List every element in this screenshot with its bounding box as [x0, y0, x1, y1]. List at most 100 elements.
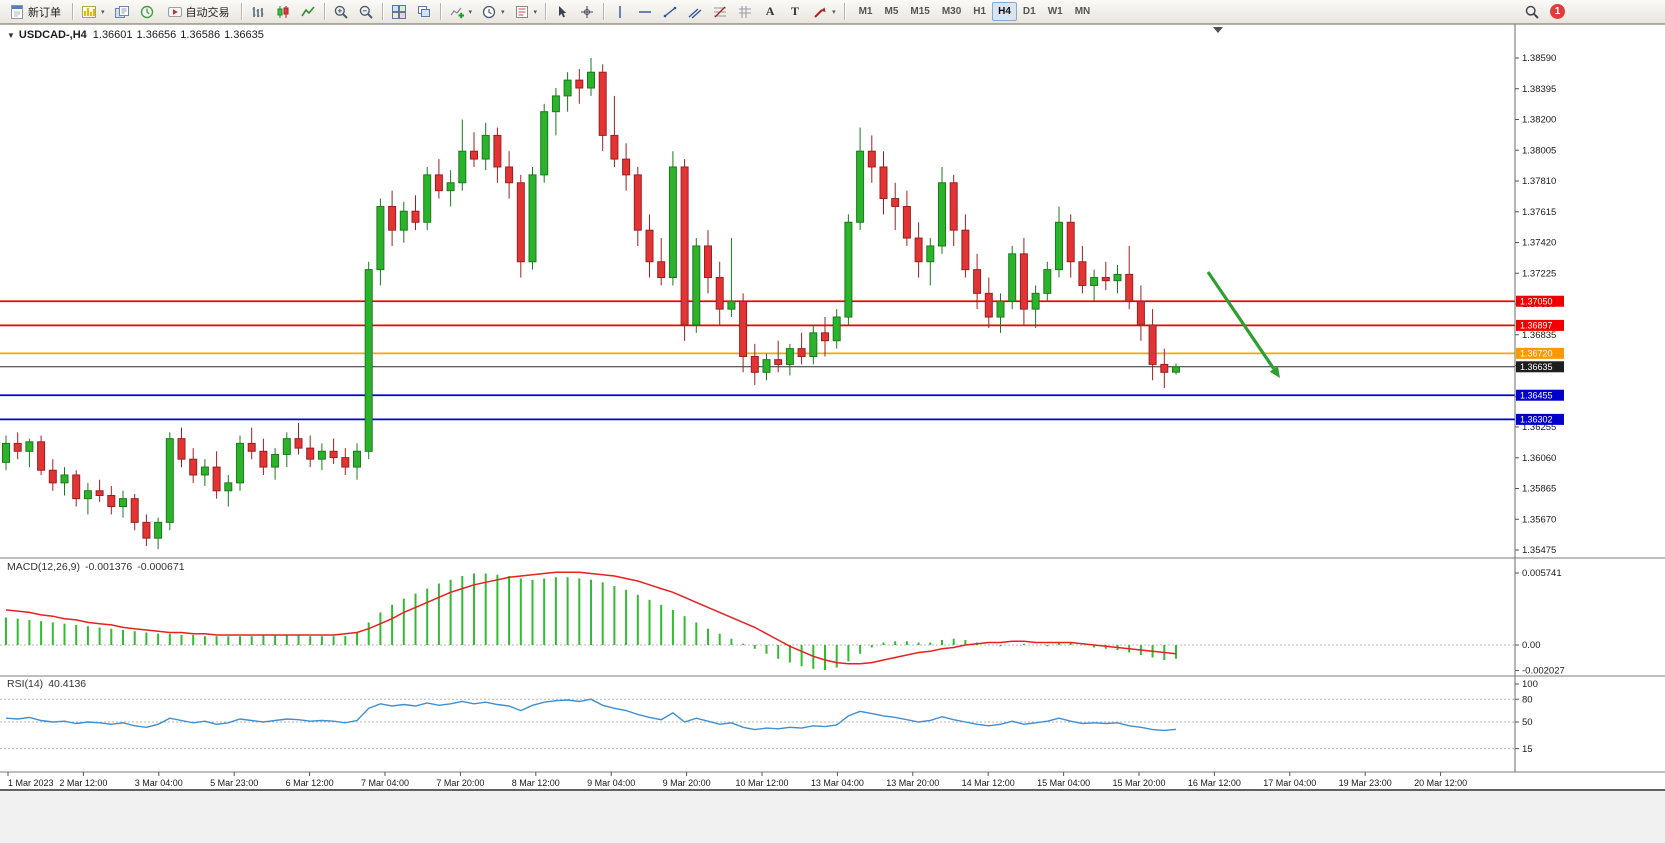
chart-canvas[interactable]: 1.38590 1.38395 1.38200 1.38005 1.37810 1.376…	[0, 24, 1665, 843]
candlestick-mode-button[interactable]	[271, 1, 295, 22]
market-watch-icon	[140, 5, 153, 18]
timeframe-m1-button[interactable]: M1	[858, 6, 873, 17]
templates-button[interactable]: ▾	[510, 1, 542, 22]
svg-text:5 Mar 23:00: 5 Mar 23:00	[210, 778, 258, 788]
fibonacci-tool-button[interactable]	[708, 1, 732, 22]
svg-text:7 Mar 20:00: 7 Mar 20:00	[436, 778, 484, 788]
ohlc-open: 1.36601	[92, 29, 133, 41]
macd-axis[interactable]: 0.005741 0.00 -0.002027	[1515, 568, 1565, 677]
new-order-icon	[11, 4, 23, 19]
timeframe-m15-button[interactable]: M15	[910, 6, 930, 17]
cascade-windows-icon	[417, 5, 430, 17]
chart-title: ▼ USDCAD-,H4 1.36601 1.36656 1.36586 1.36635	[7, 29, 268, 41]
svg-text:1.38200: 1.38200	[1522, 115, 1556, 126]
timeframe-mn-button[interactable]: MN	[1074, 6, 1091, 17]
market-watch-button[interactable]	[135, 1, 159, 22]
channel-tool-button[interactable]	[683, 1, 707, 22]
svg-text:1.37810: 1.37810	[1522, 176, 1556, 187]
autotrading-button[interactable]: 自动交易	[160, 1, 237, 22]
svg-text:15: 15	[1522, 744, 1533, 755]
new-order-label: 新订单	[28, 6, 61, 19]
zoom-out-button[interactable]	[354, 1, 378, 22]
toolbar-right-group: 1	[1524, 4, 1565, 20]
notification-badge[interactable]: 1	[1550, 4, 1565, 19]
horizontal-line-icon	[639, 10, 652, 13]
timeframe-m30-button[interactable]: M30	[941, 6, 962, 17]
bar-chart-mode-button[interactable]	[246, 1, 270, 22]
svg-text:9 Mar 20:00: 9 Mar 20:00	[663, 778, 711, 788]
new-chart-button[interactable]: ▾	[77, 1, 109, 22]
cursor-icon	[559, 5, 567, 17]
svg-text:1.38005: 1.38005	[1522, 145, 1556, 156]
timeframe-h1-button[interactable]: H1	[973, 6, 987, 17]
horizontal-line-tool-button[interactable]	[633, 1, 657, 22]
svg-text:1.35475: 1.35475	[1522, 545, 1556, 556]
trendline-tool-button[interactable]	[658, 1, 682, 22]
svg-text:50: 50	[1522, 717, 1533, 728]
macd-indicator-label: MACD(12,26,9) -0.001376 -0.000671	[7, 561, 190, 573]
vertical-line-tool-button[interactable]	[608, 1, 632, 22]
cursor-button[interactable]	[550, 1, 574, 22]
trendline-icon	[663, 6, 677, 17]
text-label-tool-button[interactable]: T	[783, 1, 807, 22]
svg-text:1.37420: 1.37420	[1522, 238, 1556, 249]
cascade-windows-button[interactable]	[412, 1, 436, 22]
timeframe-h4-button[interactable]: H4	[992, 2, 1017, 21]
periods-button[interactable]: ▾	[477, 1, 509, 22]
text-tool-button[interactable]: A	[758, 1, 782, 22]
channel-icon	[688, 8, 702, 18]
svg-text:2 Mar 12:00: 2 Mar 12:00	[59, 778, 107, 788]
svg-text:16 Mar 12:00: 16 Mar 12:00	[1188, 778, 1241, 788]
chart-menu-icon[interactable]: ▼	[7, 31, 15, 40]
macd-value-signal: -0.000671	[137, 561, 185, 573]
svg-text:1.36897: 1.36897	[1520, 321, 1553, 331]
timeframe-m5-button[interactable]: M5	[884, 6, 899, 17]
svg-text:100: 100	[1522, 679, 1538, 690]
indicators-icon	[450, 7, 464, 18]
svg-text:1.36635: 1.36635	[1520, 362, 1553, 372]
tile-windows-button[interactable]	[387, 1, 411, 22]
profiles-button[interactable]	[110, 1, 134, 22]
tile-windows-icon	[391, 4, 406, 19]
symbol-timeframe-label: USDCAD-,H4	[18, 29, 87, 41]
toolbar-separator	[240, 3, 242, 20]
clock-icon	[482, 5, 496, 18]
rsi-layer	[5, 698, 1177, 732]
autotrading-icon	[167, 6, 182, 17]
search-icon[interactable]	[1524, 4, 1540, 20]
grid-objects-button[interactable]	[733, 1, 757, 22]
svg-text:1.38590: 1.38590	[1522, 53, 1556, 64]
svg-text:1.36302: 1.36302	[1520, 415, 1553, 425]
toolbar-separator	[603, 3, 605, 20]
crosshair-button[interactable]	[575, 1, 599, 22]
trend-arrow[interactable]	[1206, 271, 1280, 378]
toolbar-separator	[439, 3, 441, 20]
svg-text:17 Mar 04:00: 17 Mar 04:00	[1263, 778, 1316, 788]
chart-shift-marker[interactable]	[1213, 27, 1223, 33]
new-order-button[interactable]: 新订单	[2, 1, 68, 22]
panel-separators	[0, 24, 1665, 843]
svg-text:80: 80	[1522, 694, 1533, 705]
indicators-button[interactable]: ▾	[445, 1, 477, 22]
profiles-icon	[114, 5, 129, 18]
svg-text:1.35865: 1.35865	[1522, 484, 1556, 495]
text-tool-icon: A	[765, 4, 775, 18]
macd-name: MACD(12,26,9)	[7, 561, 80, 573]
zoom-in-button[interactable]	[329, 1, 353, 22]
ohlc-close: 1.36635	[224, 29, 264, 41]
timeframe-w1-button[interactable]: W1	[1047, 6, 1063, 17]
svg-text:14 Mar 12:00: 14 Mar 12:00	[962, 778, 1015, 788]
line-chart-mode-button[interactable]	[296, 1, 320, 22]
svg-text:1.36455: 1.36455	[1520, 390, 1553, 400]
crosshair-icon	[581, 5, 594, 18]
svg-text:1.36060: 1.36060	[1522, 453, 1556, 464]
dropdown-caret-icon: ▾	[468, 8, 473, 16]
dropdown-caret-icon: ▾	[832, 8, 836, 16]
time-axis[interactable]: 1 Mar 2023 2 Mar 12:00 3 Mar 04:00 5 Mar 23…	[7, 772, 1467, 788]
timeframe-d1-button[interactable]: D1	[1022, 6, 1036, 17]
svg-text:13 Mar 20:00: 13 Mar 20:00	[886, 778, 939, 788]
toolbar-separator	[545, 3, 547, 20]
rsi-axis[interactable]: 100 80 50 15	[1515, 679, 1538, 755]
svg-text:9 Mar 04:00: 9 Mar 04:00	[587, 778, 635, 788]
arrows-tool-button[interactable]: ▾	[808, 1, 840, 22]
